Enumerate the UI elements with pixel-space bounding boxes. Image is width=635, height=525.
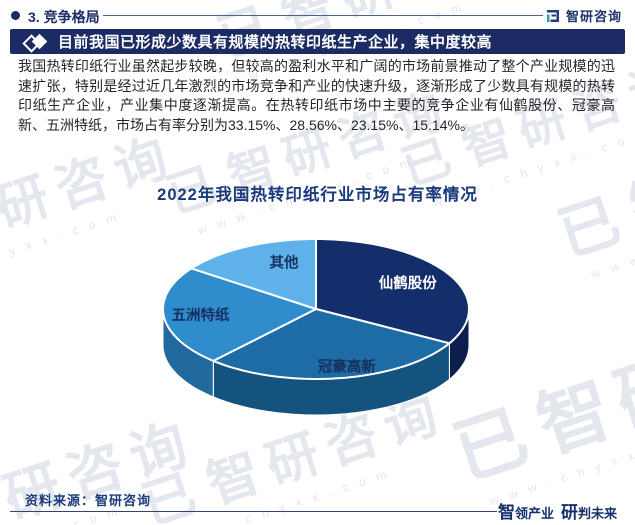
brand-logo-icon [546,9,559,22]
body-paragraph: 我国热转印纸行业虽然起步较晚，但较高的盈利水平和广阔的市场前景推动了整个产业规模… [18,58,615,133]
pie-slice-label: 仙鹤股份 [379,274,437,292]
pie-chart: 仙鹤股份冠豪高新 五洲特纸 其他 [0,226,635,446]
headline-banner: 目前我国已形成少数具有规模的热转印纸生产企业，集中度较高 [10,29,625,54]
brand-logo: 智研咨询 [545,6,622,25]
chart-title: 2022年我国热转印纸行业市场占有率情况 [157,186,478,204]
pie-slice-label: 五洲特纸 [172,306,230,324]
header-divider [103,15,543,16]
diamond-icon [22,33,50,53]
brand-name: 智研咨询 [565,9,622,24]
section-title: 3. 竞争格局 [28,9,100,25]
header: 3. 竞争格局 智研咨询 [0,5,635,25]
pie-slice-label: 其他 [270,254,299,272]
footer-slogan: 智领产业 研判未来 [498,498,617,523]
headline-text: 目前我国已形成少数具有规模的热转印纸生产企业，集中度较高 [58,34,493,51]
pie-slice-label: 冠豪高新 [318,358,376,376]
slogan-word: 智领产业 [497,503,554,522]
source-note: 资料来源：智研咨询 [25,493,152,508]
slogan-word: 研判未来 [560,503,617,522]
footer-divider [10,511,497,512]
section-bullet-icon [11,11,20,20]
